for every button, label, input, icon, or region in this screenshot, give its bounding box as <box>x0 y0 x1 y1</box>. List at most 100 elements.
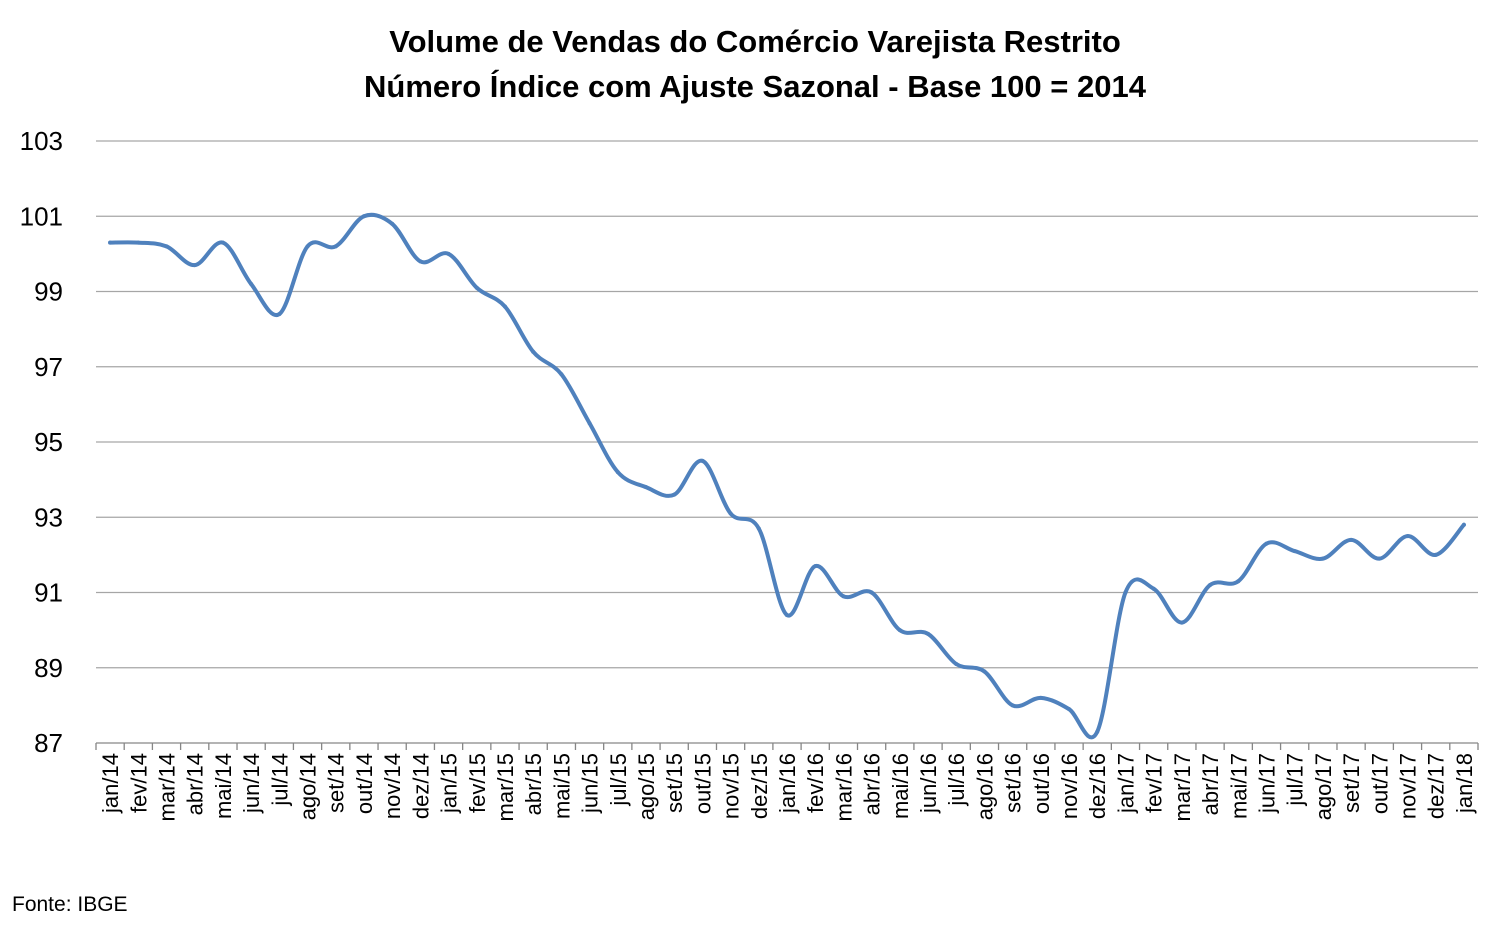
data-point <box>700 458 705 463</box>
y-tick-label: 91 <box>34 578 63 608</box>
data-point <box>643 485 648 490</box>
data-point <box>1461 522 1466 527</box>
x-tick-label: jan/18 <box>1452 753 1477 814</box>
chart-subtitle: Número Índice com Ajuste Sazonal - Base … <box>364 69 1147 104</box>
x-tick-label: ago/17 <box>1311 753 1336 820</box>
x-tick-label: set/17 <box>1339 753 1364 813</box>
y-tick-label: 89 <box>34 653 63 683</box>
x-tick-label: out/16 <box>1029 753 1054 814</box>
data-point <box>1320 556 1325 561</box>
x-tick-label: mar/15 <box>493 753 518 821</box>
data-point <box>756 526 761 531</box>
x-tick-label: mai/14 <box>211 753 236 819</box>
x-tick-label: ago/15 <box>634 753 659 820</box>
x-tick-label: abr/16 <box>860 753 885 815</box>
x-tick-label: mar/16 <box>831 753 856 821</box>
x-tick-label: nov/16 <box>1057 753 1082 819</box>
x-tick-label: dez/16 <box>1085 753 1110 819</box>
data-point <box>813 564 818 569</box>
data-point <box>1405 534 1410 539</box>
chart-title: Volume de Vendas do Comércio Varejista R… <box>389 24 1121 59</box>
x-tick-label: set/14 <box>324 753 349 813</box>
x-tick-label: fev/14 <box>126 753 151 813</box>
x-tick-label: out/14 <box>352 753 377 814</box>
y-axis-tick-labels: 87 89 91 93 95 97 99 101 103 <box>20 126 63 758</box>
x-tick-label: jul/16 <box>944 753 969 807</box>
data-point <box>869 590 874 595</box>
x-tick-label: jul/14 <box>267 753 292 807</box>
y-tick-label: 93 <box>34 502 63 532</box>
x-tick-label: jul/15 <box>606 753 631 807</box>
data-point <box>587 421 592 426</box>
data-point <box>785 613 789 618</box>
x-tick-label: fev/15 <box>465 753 490 813</box>
data-point <box>1151 586 1156 591</box>
source-note: Fonte: IBGE <box>12 893 128 916</box>
data-point <box>1067 707 1072 712</box>
x-tick-label: abr/14 <box>183 753 208 815</box>
data-point <box>249 281 254 286</box>
data-point <box>897 628 902 633</box>
data-point <box>1179 620 1184 625</box>
x-tick-label: nov/17 <box>1395 753 1420 819</box>
data-point <box>1123 590 1128 595</box>
x-tick-label: jan/16 <box>775 753 800 814</box>
data-point <box>136 240 141 245</box>
x-tick-label: nov/14 <box>380 753 405 819</box>
data-point <box>841 594 846 599</box>
data-point <box>361 214 366 219</box>
y-tick-label: 99 <box>34 277 63 307</box>
x-tick-label: set/16 <box>1001 753 1026 813</box>
x-tick-label: ago/16 <box>972 753 997 820</box>
data-point <box>559 372 564 377</box>
y-tick-label: 87 <box>34 728 63 758</box>
x-tick-label: dez/15 <box>747 753 772 819</box>
x-tick-label: jun/15 <box>578 753 603 814</box>
data-point <box>1377 556 1382 561</box>
data-point <box>305 244 310 249</box>
data-point <box>1292 549 1297 554</box>
data-point <box>390 221 395 226</box>
x-tick-label: mar/14 <box>155 753 180 821</box>
x-tick-label: abr/15 <box>521 753 546 815</box>
data-point <box>1236 579 1241 584</box>
x-tick-label: set/15 <box>662 753 687 813</box>
data-point <box>1208 582 1213 587</box>
x-tick-label: jan/17 <box>1113 753 1138 814</box>
data-point <box>277 312 282 317</box>
x-tick-label: abr/17 <box>1198 753 1223 815</box>
data-point <box>1349 537 1354 542</box>
data-point <box>502 304 507 309</box>
data-point <box>418 259 423 264</box>
x-tick-label: jan/14 <box>98 753 123 814</box>
gridlines <box>96 140 1478 669</box>
data-point <box>1433 552 1438 557</box>
series-group <box>108 212 1466 740</box>
x-tick-label: dez/14 <box>408 753 433 819</box>
y-tick-label: 97 <box>34 352 63 382</box>
data-point <box>192 263 197 268</box>
y-tick-label: 103 <box>20 126 63 156</box>
data-point <box>1038 695 1043 700</box>
x-tick-label: mai/15 <box>549 753 574 819</box>
data-point <box>1095 729 1100 734</box>
x-tick-label: mai/17 <box>1226 753 1251 819</box>
x-tick-label: fev/16 <box>803 753 828 813</box>
x-tick-label: jun/16 <box>916 753 941 814</box>
data-point <box>108 240 113 245</box>
x-tick-label: nov/15 <box>719 753 744 819</box>
data-point <box>531 349 536 354</box>
x-tick-label: mar/17 <box>1170 753 1195 821</box>
y-tick-label: 101 <box>20 201 63 231</box>
data-point <box>446 251 451 256</box>
x-tick-label: jun/17 <box>1254 753 1279 814</box>
data-point <box>615 470 620 475</box>
x-tick-label: jun/14 <box>239 753 264 814</box>
x-tick-label: jul/17 <box>1283 753 1308 807</box>
x-tick-label: out/17 <box>1367 753 1392 814</box>
x-tick-label: mai/16 <box>888 753 913 819</box>
data-point <box>672 492 677 497</box>
data-point <box>333 244 338 249</box>
data-point <box>1264 541 1269 546</box>
